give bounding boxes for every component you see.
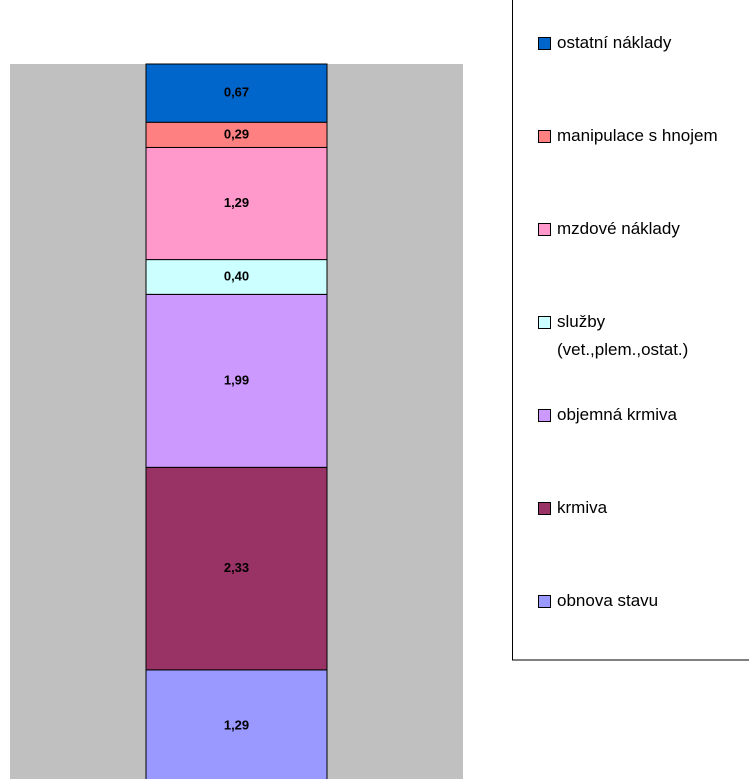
legend-swatch [538, 316, 551, 329]
legend-item: manipulace s hnojem [538, 122, 743, 150]
legend-box [512, 0, 749, 661]
bar-segment [145, 669, 328, 779]
legend-swatch [538, 595, 551, 608]
data-label: 2,33 [224, 560, 249, 575]
legend-label: manipulace s hnojem [557, 126, 718, 145]
bar-segment [145, 121, 328, 148]
legend-item: ostatní náklady [538, 29, 743, 57]
bar-segment [145, 146, 328, 261]
legend-swatch [538, 502, 551, 515]
bar-segment [145, 293, 328, 468]
bar-segment [145, 63, 328, 123]
data-label: 0,40 [224, 268, 249, 283]
legend-label: mzdové náklady [557, 219, 680, 238]
legend-label: služby (vet.,plem.,ostat.) [557, 312, 689, 359]
legend-item: krmiva [538, 494, 743, 522]
legend-label: obnova stavu [557, 591, 659, 610]
legend-item: objemná krmiva [538, 401, 743, 429]
legend-label: krmiva [557, 498, 608, 517]
legend-label: objemná krmiva [557, 405, 677, 424]
legend-item: obnova stavu [538, 587, 743, 615]
legend-label: ostatní náklady [557, 33, 672, 52]
data-label: 0,29 [224, 126, 249, 141]
legend-item: mzdové náklady [538, 215, 743, 243]
legend-item: služby (vet.,plem.,ostat.) [538, 308, 743, 364]
legend-swatch [538, 223, 551, 236]
legend-swatch [538, 37, 551, 50]
data-label: 1,29 [224, 195, 249, 210]
data-label: 0,67 [224, 85, 249, 100]
data-label: 1,29 [224, 717, 249, 732]
legend-swatch [538, 130, 551, 143]
legend-swatch [538, 409, 551, 422]
bar-segment [145, 466, 328, 671]
data-label: 1,99 [224, 372, 249, 387]
bar-segment [145, 259, 328, 295]
